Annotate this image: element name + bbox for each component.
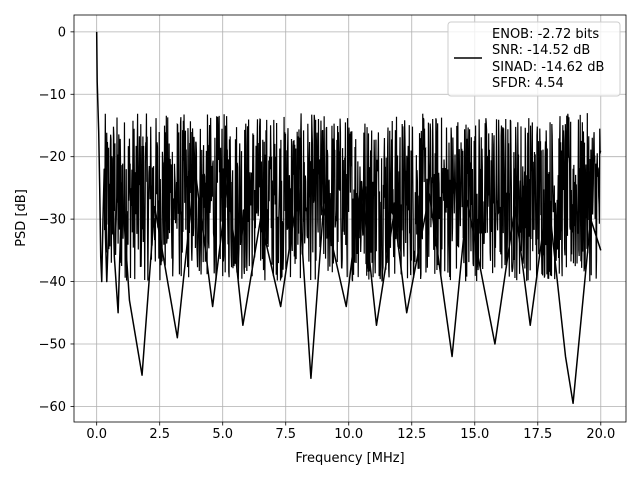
y-tick-label: −10 <box>39 88 66 103</box>
plot-frame <box>73 14 627 423</box>
x-tick-label: 2.5 <box>149 427 170 442</box>
legend: ENOB: -2.72 bits SNR: -14.52 dB SINAD: -… <box>447 21 621 97</box>
y-tick-label: −60 <box>39 400 66 415</box>
y-tick-label: −30 <box>39 213 66 228</box>
x-tick-label: 20.0 <box>586 427 615 442</box>
legend-sfdr: SFDR: 4.54 <box>492 76 564 91</box>
x-tick-label: 17.5 <box>523 427 552 442</box>
legend-box <box>447 21 621 97</box>
legend-enob: ENOB: -2.72 bits <box>492 27 599 42</box>
x-tick-label: 15.0 <box>460 427 489 442</box>
psd-noise-trace <box>103 113 602 282</box>
x-tick-label: 10.0 <box>334 427 363 442</box>
x-tick-label: 5.0 <box>212 427 233 442</box>
y-axis-ticks: 0 −10 −20 −30 −40 −50 −60 <box>39 25 74 415</box>
psd-noise-floor <box>103 113 602 282</box>
x-axis-ticks: 0.0 2.5 5.0 7.5 10.0 12.5 15.0 17.5 20.0 <box>86 422 615 442</box>
x-axis-label: Frequency [MHz] <box>295 451 404 466</box>
y-tick-label: 0 <box>58 25 66 40</box>
legend-snr: SNR: -14.52 dB <box>492 43 590 58</box>
y-axis-label: PSD [dB] <box>14 189 29 247</box>
legend-sinad: SINAD: -14.62 dB <box>492 60 604 75</box>
y-tick-label: −20 <box>39 150 66 165</box>
y-tick-label: −50 <box>39 337 66 352</box>
x-tick-label: 7.5 <box>275 427 296 442</box>
x-tick-label: 0.0 <box>86 427 107 442</box>
psd-series-line <box>95 31 602 405</box>
y-tick-label: −40 <box>39 275 66 290</box>
x-tick-label: 12.5 <box>397 427 426 442</box>
